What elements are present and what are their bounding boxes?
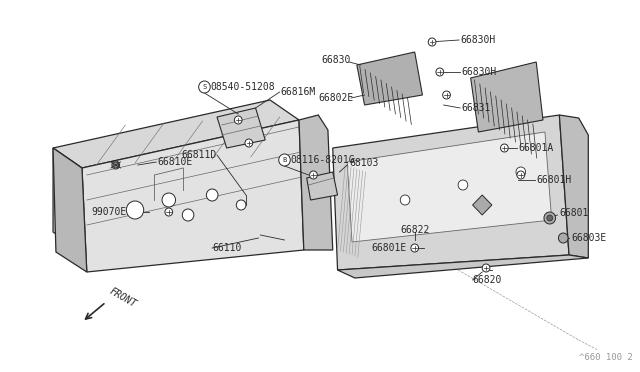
Circle shape [458, 180, 468, 190]
Polygon shape [217, 108, 265, 148]
Circle shape [162, 193, 175, 207]
Polygon shape [299, 115, 333, 250]
Polygon shape [357, 52, 422, 105]
Circle shape [411, 244, 419, 252]
Text: FRONT: FRONT [108, 286, 138, 310]
Circle shape [517, 171, 525, 179]
Polygon shape [470, 62, 543, 132]
Polygon shape [53, 148, 87, 272]
Text: S: S [202, 84, 207, 90]
Text: 66820: 66820 [472, 275, 502, 285]
Text: 08116-8201G: 08116-8201G [291, 155, 355, 165]
Circle shape [236, 200, 246, 210]
Circle shape [113, 162, 118, 168]
Text: 66110: 66110 [212, 243, 241, 253]
Text: 66830: 66830 [321, 55, 351, 65]
Text: 08540-51208: 08540-51208 [211, 82, 275, 92]
Text: 66816M: 66816M [281, 87, 316, 97]
Text: 66802E: 66802E [318, 93, 353, 103]
Circle shape [126, 201, 144, 219]
Polygon shape [53, 148, 82, 252]
Circle shape [559, 233, 568, 243]
Text: 66801H: 66801H [536, 175, 572, 185]
Text: 66810E: 66810E [157, 157, 193, 167]
Text: 66830H: 66830H [460, 35, 495, 45]
Polygon shape [559, 115, 588, 258]
Circle shape [400, 195, 410, 205]
Circle shape [234, 116, 242, 124]
Circle shape [443, 91, 451, 99]
Circle shape [428, 38, 436, 46]
Text: 66830H: 66830H [461, 67, 496, 77]
Text: 68103: 68103 [349, 158, 378, 168]
Circle shape [516, 167, 525, 177]
Text: 66801: 66801 [559, 208, 589, 218]
Text: 66831: 66831 [461, 103, 490, 113]
Text: ^660 100 2: ^660 100 2 [579, 353, 632, 362]
Circle shape [544, 212, 556, 224]
Text: 66801E: 66801E [371, 243, 406, 253]
Circle shape [500, 144, 508, 152]
Circle shape [310, 171, 317, 179]
Text: B: B [282, 157, 287, 163]
Circle shape [182, 209, 194, 221]
Polygon shape [472, 195, 492, 215]
Polygon shape [333, 115, 569, 270]
Polygon shape [348, 132, 552, 242]
Text: 99070E: 99070E [92, 207, 127, 217]
Circle shape [112, 161, 120, 169]
Polygon shape [337, 255, 588, 278]
Polygon shape [307, 172, 337, 200]
Polygon shape [53, 100, 299, 168]
Circle shape [198, 81, 211, 93]
Circle shape [482, 264, 490, 272]
Polygon shape [82, 120, 304, 272]
Text: 66803E: 66803E [571, 233, 606, 243]
Circle shape [279, 154, 291, 166]
Circle shape [245, 139, 253, 147]
Circle shape [165, 208, 173, 216]
Circle shape [547, 215, 552, 221]
Text: 66822: 66822 [400, 225, 429, 235]
Text: 66801A: 66801A [518, 143, 553, 153]
Circle shape [436, 68, 444, 76]
Text: 66811D: 66811D [182, 150, 217, 160]
Circle shape [206, 189, 218, 201]
